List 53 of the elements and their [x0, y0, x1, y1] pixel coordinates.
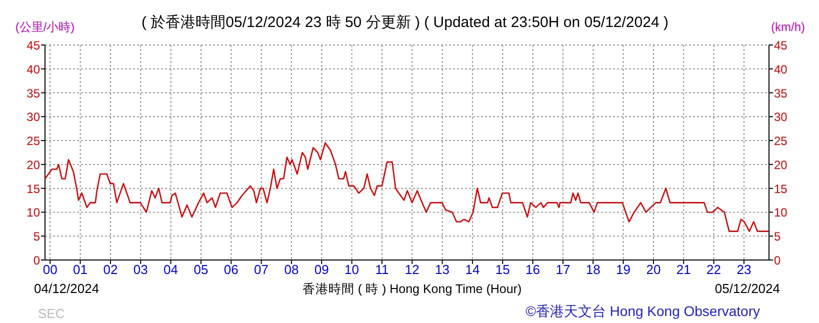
text: ©香港天文台 Hong Kong Observatory: [526, 303, 760, 319]
text: 05/12/2024: [714, 281, 780, 296]
x-tick-label: 21: [676, 262, 691, 277]
y-tick-label: 35: [26, 86, 40, 100]
y-tick-label: 20: [26, 158, 40, 172]
x-tick-label: 03: [133, 262, 148, 277]
y-tick-label: 15: [26, 182, 40, 196]
x-tick-label: 14: [465, 262, 480, 277]
x-tick-label: 06: [224, 262, 238, 277]
x-tick-label: 00: [42, 262, 58, 277]
y2-tick-label: 10: [774, 206, 788, 220]
x-tick-label: 22: [706, 262, 722, 277]
x-tick-label: 20: [646, 262, 661, 277]
x-tick-label: 12: [404, 262, 420, 277]
x-tick-label: 18: [586, 262, 600, 277]
text: SEC: [38, 306, 65, 321]
x-tick-label: 17: [556, 262, 570, 277]
x-tick-label: 02: [103, 262, 118, 277]
y2-tick-label: 25: [774, 134, 788, 148]
y-axis-title: (公里/小時): [15, 20, 75, 34]
y-tick-label: 0: [33, 254, 40, 268]
x-axis-title: 香港時間 ( 時 ) Hong Kong Time (Hour): [302, 282, 522, 296]
x-tick-label: 05: [194, 262, 208, 277]
y2-tick-label: 40: [774, 62, 788, 76]
x-tick-label: 01: [73, 262, 88, 277]
y2-tick-label: 35: [774, 86, 788, 100]
x-tick-label: 19: [616, 262, 631, 277]
y-tick-label: 5: [33, 230, 40, 244]
y-tick-label: 45: [26, 38, 40, 52]
text: 04/12/2024: [34, 281, 100, 296]
x-tick-label: 04: [164, 262, 178, 277]
y2-tick-label: 5: [774, 230, 781, 244]
x-tick-label: 07: [254, 262, 269, 277]
x-tick-label: 15: [495, 262, 510, 277]
y2-tick-label: 30: [774, 110, 788, 124]
y2-tick-label: 20: [774, 158, 788, 172]
x-tick-label: 16: [526, 262, 540, 277]
x-tick-label: 10: [344, 262, 360, 277]
x-tick-label: 11: [375, 262, 389, 277]
y2-axis-title: (km/h): [771, 20, 805, 34]
y-tick-label: 10: [26, 206, 40, 220]
x-tick-label: 09: [314, 262, 329, 277]
x-tick-label: 23: [736, 262, 752, 277]
x-tick-label: 08: [284, 262, 299, 277]
y2-tick-label: 15: [774, 182, 788, 196]
line-series: [44, 142, 770, 232]
y2-tick-label: 0: [774, 254, 781, 268]
y-tick-label: 40: [26, 62, 40, 76]
y-tick-label: 30: [26, 110, 40, 124]
chart-title: ( 於香港時間05/12/2024 23 時 50 分更新 ) ( Updated at 23:50H on 05/12/2024 ): [142, 14, 668, 31]
x-tick-label: 13: [435, 262, 450, 277]
y-tick-label: 25: [26, 134, 40, 148]
y2-tick-label: 45: [774, 38, 788, 52]
